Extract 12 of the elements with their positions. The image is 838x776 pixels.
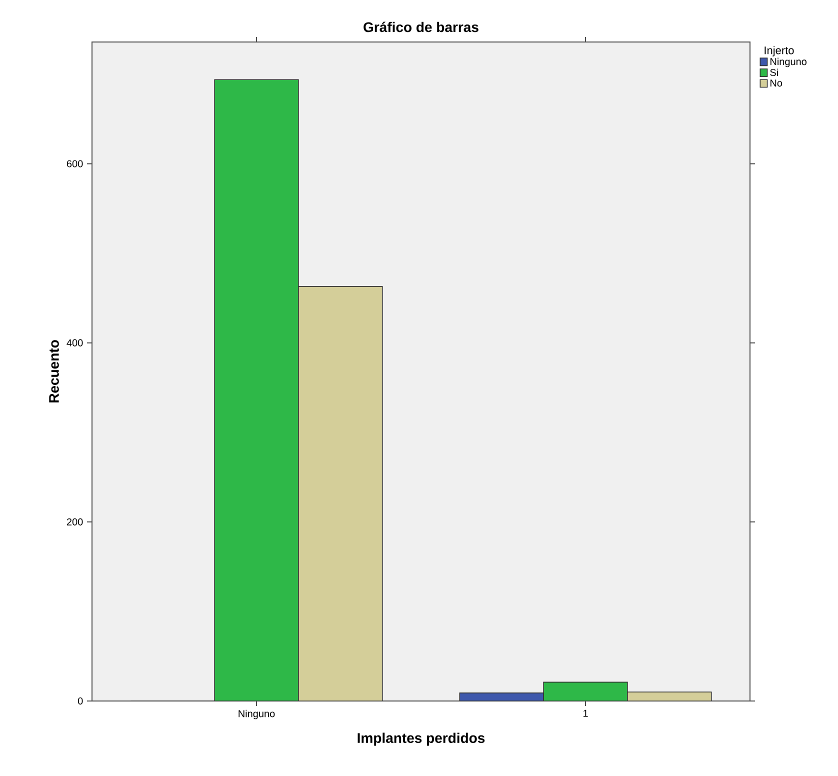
x-axis-title: Implantes perdidos (358, 732, 485, 746)
y-tick-label: 600 (66, 160, 83, 168)
legend-label: Si (770, 68, 778, 76)
legend-title: Injerto (764, 46, 794, 56)
y-tick-label: 400 (66, 339, 83, 346)
x-tick-label: 1 (583, 710, 588, 717)
legend-label: Ninguno (770, 58, 807, 68)
legend-label: No (770, 80, 782, 87)
y-tick-label: 200 (66, 518, 83, 526)
y-tick-label: 0 (78, 697, 83, 705)
y-axis-title: Recuento (49, 340, 59, 402)
chart-title: Gráfico de barras (364, 22, 478, 32)
